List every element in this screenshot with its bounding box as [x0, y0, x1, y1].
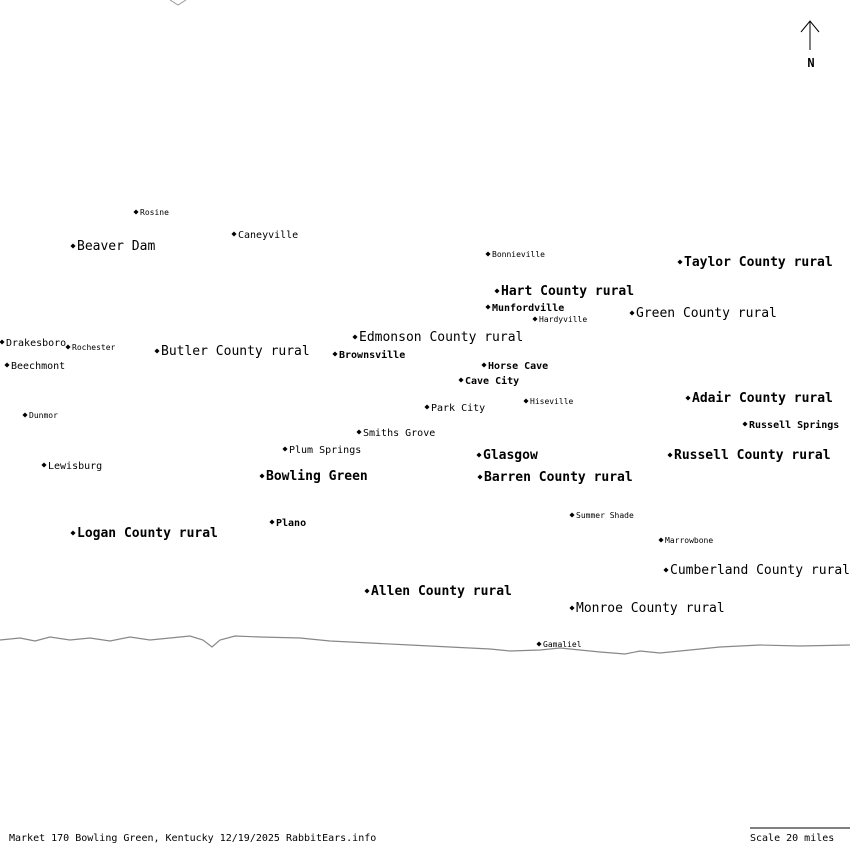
state-line — [0, 635, 850, 655]
place-label: Green County rural — [636, 306, 777, 321]
place-marker — [536, 641, 542, 647]
place-marker — [70, 243, 76, 249]
place-label: Beaver Dam — [77, 239, 155, 254]
place-label: Park City — [431, 403, 485, 414]
place-marker — [282, 446, 288, 452]
place-label: Dunmor — [29, 411, 58, 420]
place-label: Cumberland County rural — [670, 563, 850, 578]
place-marker — [485, 304, 491, 310]
place-marker — [4, 362, 10, 368]
place-marker — [269, 519, 275, 525]
scale-label: Scale 20 miles — [750, 833, 834, 844]
place-marker — [0, 339, 5, 345]
place-marker — [424, 404, 430, 410]
place-label: Summer Shade — [576, 511, 634, 520]
place-label: Munfordville — [492, 302, 564, 314]
place-marker — [663, 567, 669, 573]
place-label: Cave City — [465, 375, 519, 387]
place-label: Glasgow — [483, 448, 538, 463]
place-marker — [364, 588, 370, 594]
place-marker — [494, 288, 500, 294]
place-marker — [481, 362, 487, 368]
place-label: Bonnieville — [492, 250, 545, 259]
north-arrow-head — [800, 20, 820, 33]
place-label: Barren County rural — [484, 470, 633, 485]
place-label: Brownsville — [339, 349, 405, 361]
place-label: Rochester — [72, 343, 116, 352]
place-marker — [154, 348, 160, 354]
place-label: Lewisburg — [48, 461, 102, 472]
place-label: Russell County rural — [674, 448, 831, 463]
place-label: Logan County rural — [77, 526, 218, 541]
place-label: Horse Cave — [488, 361, 548, 372]
border — [169, 0, 187, 6]
place-label: Drakesboro — [6, 338, 66, 349]
place-label: Monroe County rural — [576, 601, 725, 616]
place-marker — [742, 421, 748, 427]
place-label: Plano — [276, 518, 306, 529]
place-marker — [231, 231, 237, 237]
place-marker — [477, 474, 483, 480]
place-label: Bowling Green — [266, 469, 368, 484]
place-label: Smiths Grove — [363, 428, 435, 439]
place-label: Gamaliel — [543, 640, 582, 649]
place-label: Allen County rural — [371, 584, 512, 599]
place-label: Marrowbone — [665, 536, 713, 545]
place-label: Hardyville — [539, 315, 587, 324]
place-label: Beechmont — [11, 361, 65, 372]
place-marker — [70, 530, 76, 536]
place-label: Adair County rural — [692, 391, 833, 406]
place-marker — [658, 537, 664, 543]
place-label: Edmonson County rural — [359, 330, 523, 345]
place-label: Hart County rural — [501, 284, 634, 299]
place-marker — [476, 452, 482, 458]
north-label: N — [807, 56, 814, 70]
place-marker — [458, 377, 464, 383]
place-marker — [356, 429, 362, 435]
place-marker — [629, 310, 635, 316]
place-label: Butler County rural — [161, 344, 310, 359]
place-label: Taylor County rural — [684, 255, 833, 270]
place-marker — [259, 473, 265, 479]
place-marker — [569, 512, 575, 518]
footer: Market 170 Bowling Green, Kentucky 12/19… — [9, 833, 376, 844]
place-marker — [667, 452, 673, 458]
place-label: Rosine — [140, 208, 169, 217]
place-marker — [485, 251, 491, 257]
place-marker — [22, 412, 28, 418]
place-marker — [685, 395, 691, 401]
place-marker — [569, 605, 575, 611]
place-marker — [41, 462, 47, 468]
place-marker — [133, 209, 139, 215]
place-marker — [352, 334, 358, 340]
place-label: Caneyville — [238, 230, 298, 241]
place-marker — [677, 259, 683, 265]
place-label: Hiseville — [530, 397, 574, 406]
place-label: Russell Springs — [749, 419, 839, 431]
place-marker — [332, 351, 338, 357]
place-marker — [532, 316, 538, 322]
place-label: Plum Springs — [289, 445, 361, 456]
place-marker — [523, 398, 529, 404]
